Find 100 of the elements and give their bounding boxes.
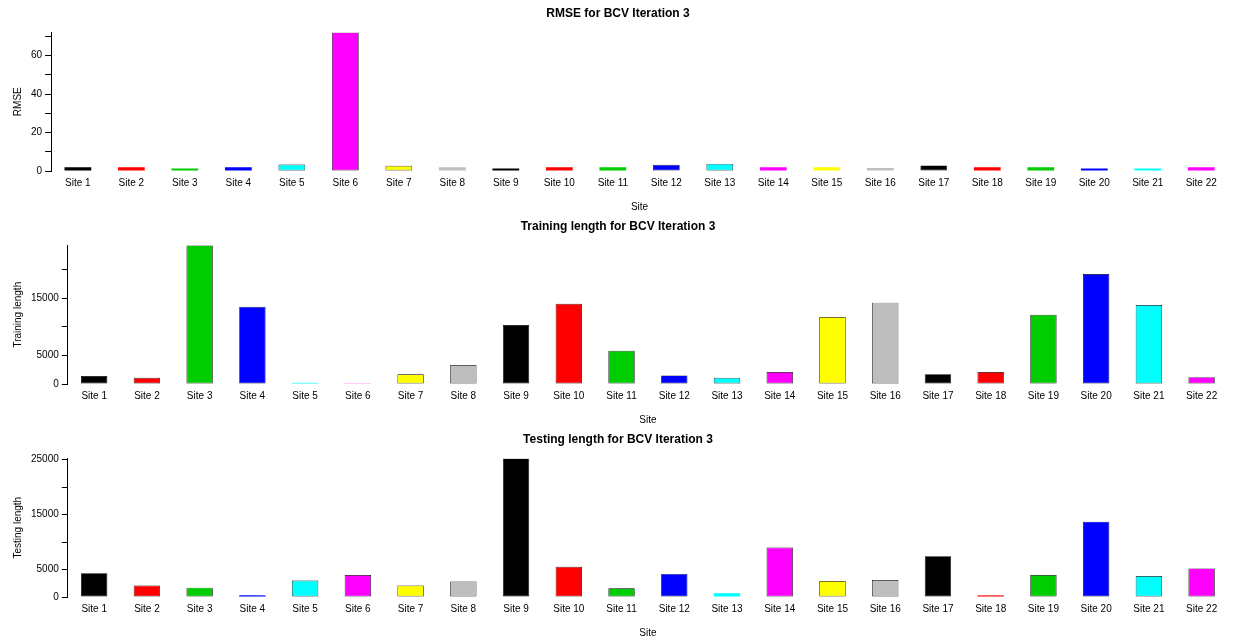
x-tick-label: Site 16 <box>869 389 902 401</box>
x-tick-label: Site 15 <box>816 602 849 614</box>
x-tick-label: Site 19 <box>1025 176 1057 188</box>
x-tick-label: Site 10 <box>543 176 576 188</box>
x-tick-label: Site 2 <box>134 389 161 401</box>
x-tick-label: Site 20 <box>1078 176 1111 188</box>
bar <box>924 556 952 597</box>
bar <box>924 374 952 384</box>
x-tick-label: Site 21 <box>1133 389 1165 401</box>
bar <box>920 165 948 171</box>
x-tick-label: Site 16 <box>864 176 897 188</box>
x-tick-label: Site 1 <box>81 389 108 401</box>
x-tick-label: Site 20 <box>1080 602 1113 614</box>
x-tick-label: Site 19 <box>1027 602 1060 614</box>
bar <box>80 573 108 597</box>
y-tick-label: 40 <box>31 87 43 99</box>
bar <box>492 168 520 171</box>
x-tick-label: Site 7 <box>386 176 413 188</box>
x-tick-label: Site 3 <box>186 602 213 614</box>
y-tick-label: 25000 <box>31 453 60 465</box>
x-tick-label: Site 18 <box>975 389 1007 401</box>
x-tick-label: Site 8 <box>439 176 466 188</box>
bar <box>866 167 894 171</box>
x-tick-label: Site 20 <box>1080 389 1113 401</box>
bar <box>224 167 252 171</box>
x-tick-label: Site 15 <box>811 176 843 188</box>
x-tick-label: Site 3 <box>186 389 213 401</box>
x-tick-label: Site 6 <box>345 389 372 401</box>
bar <box>713 593 741 597</box>
y-tick-label: 5000 <box>36 349 60 361</box>
y-tick-label: 5000 <box>36 563 60 575</box>
y-tick-label: 20 <box>31 126 43 138</box>
x-tick-label: Site 12 <box>658 602 691 614</box>
bar <box>599 167 627 171</box>
x-tick-label: Site 5 <box>292 602 319 614</box>
bar <box>502 325 530 384</box>
x-tick-label: Site 3 <box>172 176 199 188</box>
x-tick-label: Site 5 <box>279 176 306 188</box>
x-tick-label: Site 1 <box>81 602 108 614</box>
y-axis-title: Training length <box>11 281 23 348</box>
x-tick-label: Site 6 <box>332 176 359 188</box>
y-axis-title: RMSE <box>11 86 23 117</box>
y-tick-label: 0 <box>53 590 60 602</box>
x-axis-title: Site <box>639 413 657 425</box>
x-tick-label: Site 13 <box>704 176 736 188</box>
x-tick-label: Site 7 <box>397 602 424 614</box>
x-tick-label: Site 8 <box>450 389 477 401</box>
chart-title: RMSE for BCV Iteration 3 <box>546 5 690 20</box>
bar <box>1080 168 1108 171</box>
x-tick-label: Site 11 <box>597 176 629 188</box>
x-tick-label: Site 13 <box>711 389 744 401</box>
y-tick-label: 60 <box>31 49 43 61</box>
y-tick-label: 15000 <box>31 508 60 520</box>
bar <box>1027 167 1055 171</box>
x-tick-label: Site 10 <box>553 389 585 401</box>
x-tick-label: Site 17 <box>922 389 954 401</box>
chart-title: Training length for BCV Iteration 3 <box>520 218 716 233</box>
x-axis-title: Site <box>630 200 649 212</box>
x-tick-label: Site 17 <box>918 176 950 188</box>
x-tick-label: Site 18 <box>971 176 1004 188</box>
bar <box>64 167 92 171</box>
x-tick-label: Site 22 <box>1186 389 1218 401</box>
x-tick-label: Site 18 <box>975 602 1007 614</box>
x-tick-label: Site 9 <box>503 602 530 614</box>
x-tick-label: Site 12 <box>658 389 691 401</box>
x-tick-label: Site 9 <box>503 389 530 401</box>
x-tick-label: Site 10 <box>553 602 585 614</box>
x-tick-label: Site 4 <box>239 602 266 614</box>
bar <box>438 167 466 171</box>
x-tick-label: Site 5 <box>292 389 319 401</box>
bar <box>545 167 573 171</box>
bar <box>117 167 145 171</box>
x-tick-label: Site 11 <box>606 602 638 614</box>
x-tick-label: Site 2 <box>118 176 145 188</box>
x-tick-label: Site 4 <box>225 176 252 188</box>
x-tick-label: Site 15 <box>816 389 849 401</box>
x-tick-label: Site 11 <box>606 389 638 401</box>
y-tick-label: 0 <box>53 377 60 389</box>
x-tick-label: Site 22 <box>1186 602 1218 614</box>
x-tick-label: Site 14 <box>764 389 796 401</box>
bar <box>171 168 199 171</box>
x-axis-title: Site <box>639 626 657 638</box>
bar <box>1187 167 1215 171</box>
x-tick-label: Site 16 <box>869 602 902 614</box>
bar <box>973 167 1001 171</box>
x-tick-label: Site 7 <box>397 389 424 401</box>
x-tick-label: Site 17 <box>922 602 954 614</box>
x-tick-label: Site 2 <box>134 602 161 614</box>
x-tick-label: Site 12 <box>650 176 683 188</box>
bar <box>813 167 841 171</box>
x-tick-label: Site 1 <box>65 176 92 188</box>
x-tick-label: Site 14 <box>764 602 796 614</box>
chart-title: Testing length for BCV Iteration 3 <box>523 431 714 446</box>
bar <box>80 375 108 384</box>
bar <box>502 458 530 597</box>
x-tick-label: Site 14 <box>757 176 790 188</box>
x-tick-label: Site 21 <box>1133 602 1165 614</box>
bar <box>759 167 787 171</box>
x-tick-label: Site 8 <box>450 602 477 614</box>
y-tick-label: 15000 <box>31 291 60 303</box>
